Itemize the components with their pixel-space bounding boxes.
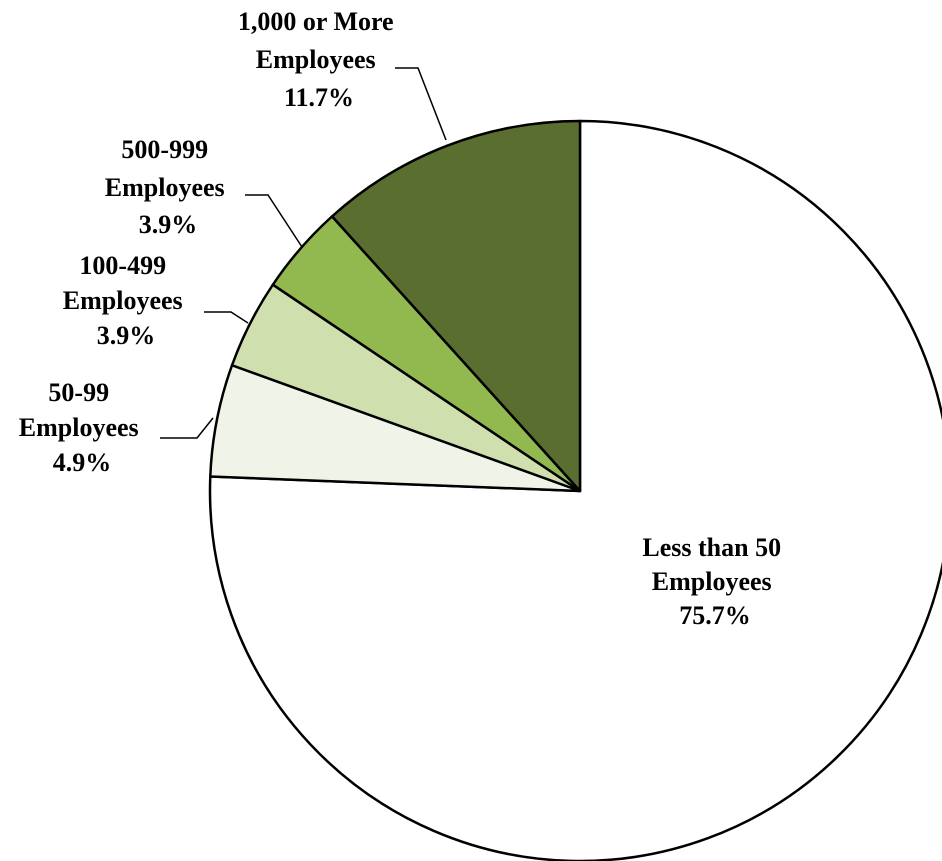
slice-label-500-999-pct: 3.9% <box>139 210 198 239</box>
leader-line-100-499 <box>204 311 249 324</box>
leader-line-1000-or-more <box>395 67 447 141</box>
slice-label-1000-or-more-line-1: 1,000 or More <box>238 7 394 36</box>
leader-line-50-99 <box>160 417 214 439</box>
leader-lines-layer <box>160 67 447 439</box>
slice-label-100-499-line-2: Employees <box>63 286 183 315</box>
slice-label-500-999-line-1: 500-999 <box>121 135 208 164</box>
slice-label-less-than-50-line-2: Employees <box>652 567 772 596</box>
slice-label-50-99-pct: 4.9% <box>53 448 112 477</box>
slice-label-100-499-line-1: 100-499 <box>79 251 166 280</box>
slice-label-1000-or-more-line-2: Employees <box>256 45 376 74</box>
slice-label-less-than-50: Less than 50 Employees 75.7% <box>642 533 787 630</box>
slice-label-50-99-line-2: Employees <box>19 413 139 442</box>
slice-label-less-than-50-line-1: Less than 50 <box>642 533 781 562</box>
slice-label-1000-or-more: 1,000 or More Employees 11.7% <box>238 7 400 112</box>
pie-slice-1000-or-more <box>330 119 582 493</box>
slice-label-100-499-pct: 3.9% <box>97 321 156 350</box>
slice-label-500-999: 500-999 Employees 3.9% <box>105 135 231 239</box>
slice-label-100-499: 100-499 Employees 3.9% <box>63 251 189 350</box>
slice-label-50-99-line-1: 50-99 <box>48 378 109 407</box>
slice-label-500-999-line-2: Employees <box>105 173 225 202</box>
slice-label-less-than-50-pct: 75.7% <box>679 601 751 630</box>
leader-line-500-999 <box>245 194 303 248</box>
slice-label-50-99: 50-99 Employees 4.9% <box>19 378 145 477</box>
slices-layer <box>208 119 942 861</box>
slice-label-1000-or-more-pct: 11.7% <box>284 83 354 112</box>
